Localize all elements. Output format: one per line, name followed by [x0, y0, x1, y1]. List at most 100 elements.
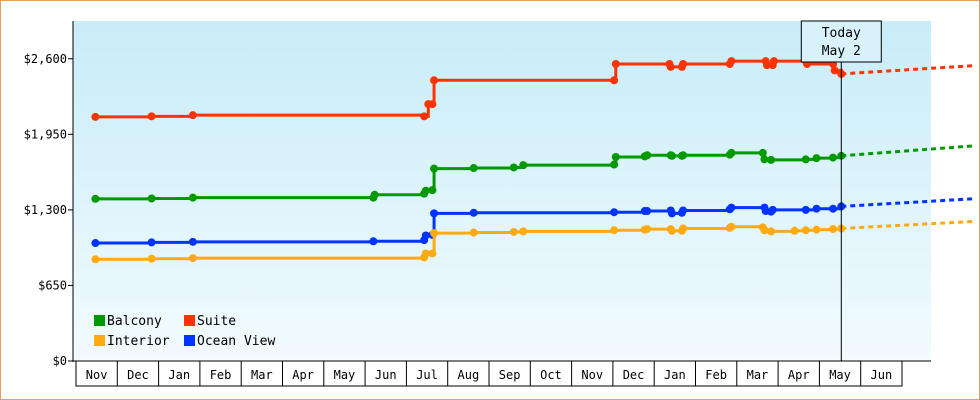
series-point — [370, 190, 379, 199]
series-point — [768, 205, 777, 214]
x-tick-label: Mar — [747, 368, 769, 382]
x-tick-label: Jun — [375, 368, 397, 382]
series-point — [91, 255, 100, 264]
legend-swatch — [94, 335, 105, 346]
x-tick-label: Jan — [168, 368, 190, 382]
series-point — [147, 194, 156, 203]
series-point — [91, 112, 100, 121]
series-point — [760, 155, 769, 164]
series-point — [679, 206, 688, 215]
plot-background — [73, 21, 931, 361]
today-label: Today — [822, 26, 861, 41]
series-point — [727, 57, 736, 66]
x-tick-label: May — [334, 368, 356, 382]
legend-label: Suite — [197, 314, 236, 329]
series-point — [188, 237, 197, 246]
x-tick-label: Jan — [664, 368, 686, 382]
x-tick-label: Jun — [871, 368, 893, 382]
series-point — [519, 161, 528, 170]
series-point — [610, 226, 619, 235]
legend-swatch — [184, 315, 195, 326]
series-point — [830, 66, 839, 75]
y-tick-label: $1,300 — [24, 203, 67, 217]
series-forecast-0 — [841, 64, 973, 76]
series-point — [611, 153, 620, 161]
x-tick-label: Feb — [210, 368, 232, 382]
x-tick-label: Dec — [127, 368, 149, 382]
series-point — [812, 204, 821, 213]
series-point — [519, 227, 528, 236]
series-point — [829, 153, 838, 162]
series-point — [666, 62, 675, 71]
series-point — [91, 194, 100, 203]
y-tick-label: $1,950 — [24, 127, 67, 141]
series-point — [727, 222, 736, 231]
series-point — [667, 151, 676, 160]
series-point — [762, 61, 771, 70]
series-point — [643, 151, 652, 160]
series-point — [188, 111, 197, 120]
series-point — [611, 60, 620, 69]
series-point — [469, 228, 478, 237]
series-forecast-1 — [841, 144, 973, 158]
series-point — [812, 154, 821, 163]
x-tick-label: Dec — [623, 368, 645, 382]
x-tick-label: May — [829, 368, 851, 382]
series-point — [147, 254, 156, 263]
series-point — [421, 186, 430, 195]
series-point — [769, 57, 778, 66]
x-tick-label: Oct — [540, 368, 562, 382]
series-point — [428, 249, 437, 258]
x-tick-label: Sep — [499, 368, 521, 382]
series-point — [758, 148, 767, 157]
series-point — [801, 155, 810, 164]
x-tick-label: Jul — [416, 368, 438, 382]
series-point — [610, 208, 619, 217]
y-tick-label: $0 — [53, 354, 67, 368]
series-point — [421, 231, 430, 240]
series-point — [727, 203, 736, 212]
y-tick-label: $650 — [38, 278, 67, 292]
series-point — [610, 160, 619, 169]
series-point — [829, 204, 838, 213]
series-point — [369, 237, 378, 246]
series-point — [421, 249, 430, 258]
series-point — [428, 100, 437, 109]
x-tick-label: Apr — [788, 368, 810, 382]
series-point — [679, 151, 688, 160]
series-point — [801, 205, 810, 214]
y-tick-label: $2,600 — [24, 52, 67, 66]
legend-swatch — [184, 335, 195, 346]
series-point — [790, 226, 799, 235]
series-point — [760, 226, 769, 235]
legend-swatch — [94, 315, 105, 326]
series-point — [430, 229, 439, 238]
series-point — [188, 193, 197, 202]
series-point — [829, 225, 838, 234]
series-forecast-3 — [841, 220, 973, 230]
series-point — [430, 76, 439, 85]
series-point — [509, 227, 518, 236]
series-point — [430, 164, 439, 173]
legend-label: Interior — [107, 334, 170, 349]
series-point — [509, 163, 518, 172]
series-point — [469, 164, 478, 173]
series-point — [188, 254, 197, 263]
series-point — [767, 155, 776, 164]
x-tick-label: Mar — [251, 368, 273, 382]
x-tick-label: Feb — [705, 368, 727, 382]
series-point — [679, 224, 688, 233]
x-tick-label: Nov — [86, 368, 108, 382]
series-point — [812, 225, 821, 234]
today-box — [800, 20, 882, 63]
series-point — [767, 227, 776, 236]
series-point — [667, 209, 676, 218]
today-date: May 2 — [822, 44, 861, 59]
series-point — [727, 148, 736, 157]
x-tick-label: Apr — [292, 368, 314, 382]
legend-label: Balcony — [107, 314, 162, 329]
series-point — [801, 226, 810, 235]
series-point — [610, 76, 619, 85]
series-point — [469, 208, 478, 217]
